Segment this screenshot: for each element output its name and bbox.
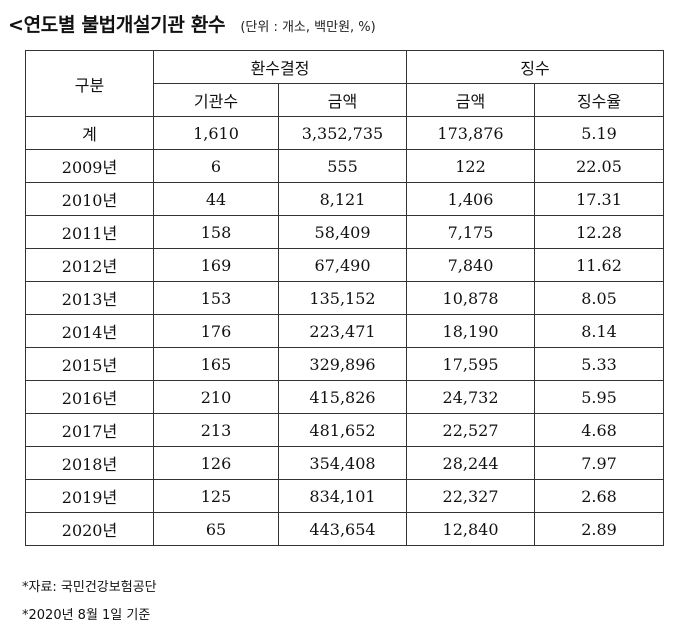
table-row: 2013년 153 135,152 10,878 8.05 bbox=[25, 281, 665, 315]
cell-decision-amount: 354,408 bbox=[277, 446, 408, 480]
cell-row-label: 2010년 bbox=[25, 182, 154, 216]
cell-collection-rate: 8.05 bbox=[534, 281, 665, 315]
cell-collection-amount: 24,732 bbox=[406, 380, 536, 414]
cell-row-label: 2020년 bbox=[25, 512, 154, 546]
cell-decision-amount: 443,654 bbox=[277, 512, 408, 546]
cell-decision-amount: 555 bbox=[277, 149, 408, 183]
unit-note: (단위 : 개소, 백만원, %) bbox=[240, 20, 376, 35]
cell-collection-rate: 8.14 bbox=[534, 314, 665, 348]
table-row-total: 계 1,610 3,352,735 173,876 5.19 bbox=[25, 116, 665, 150]
page-title: <연도별 불법개설기관 환수 bbox=[8, 14, 226, 36]
cell-institution-count: 213 bbox=[153, 413, 279, 447]
cell-collection-rate: 4.68 bbox=[534, 413, 665, 447]
cell-row-label: 2016년 bbox=[25, 380, 154, 414]
table-row: 2017년 213 481,652 22,527 4.68 bbox=[25, 413, 665, 447]
header-decision-amount: 금액 bbox=[277, 83, 408, 117]
cell-collection-amount: 22,527 bbox=[406, 413, 536, 447]
cell-row-label: 2014년 bbox=[25, 314, 154, 348]
cell-institution-count: 1,610 bbox=[153, 116, 279, 150]
cell-collection-rate: 5.19 bbox=[534, 116, 665, 150]
cell-institution-count: 126 bbox=[153, 446, 279, 480]
header-row-top: 구분 환수결정 징수 bbox=[25, 50, 665, 117]
table-row: 2015년 165 329,896 17,595 5.33 bbox=[25, 347, 665, 381]
cell-decision-amount: 223,471 bbox=[277, 314, 408, 348]
cell-institution-count: 169 bbox=[153, 248, 279, 282]
cell-row-label: 2015년 bbox=[25, 347, 154, 381]
cell-collection-rate: 11.62 bbox=[534, 248, 665, 282]
cell-row-label: 2019년 bbox=[25, 479, 154, 513]
cell-decision-amount: 8,121 bbox=[277, 182, 408, 216]
table-row: 2014년 176 223,471 18,190 8.14 bbox=[25, 314, 665, 348]
footnote-reference-date: *2020년 8월 1일 기준 bbox=[22, 608, 151, 623]
cell-row-label: 계 bbox=[25, 116, 154, 150]
cell-institution-count: 6 bbox=[153, 149, 279, 183]
header-institution-count: 기관수 bbox=[153, 83, 279, 117]
header-collection-amount: 금액 bbox=[406, 83, 536, 117]
table-row: 2016년 210 415,826 24,732 5.95 bbox=[25, 380, 665, 414]
table-row: 2012년 169 67,490 7,840 11.62 bbox=[25, 248, 665, 282]
cell-collection-amount: 1,406 bbox=[406, 182, 536, 216]
cell-institution-count: 44 bbox=[153, 182, 279, 216]
table-row: 2020년 65 443,654 12,840 2.89 bbox=[25, 512, 665, 546]
cell-row-label: 2013년 bbox=[25, 281, 154, 315]
table-body: 계 1,610 3,352,735 173,876 5.19 2009년 6 555 122 22… bbox=[25, 116, 665, 546]
cell-decision-amount: 3,352,735 bbox=[277, 116, 408, 150]
cell-collection-rate: 12.28 bbox=[534, 215, 665, 249]
cell-collection-amount: 22,327 bbox=[406, 479, 536, 513]
cell-decision-amount: 329,896 bbox=[277, 347, 408, 381]
cell-row-label: 2017년 bbox=[25, 413, 154, 447]
cell-decision-amount: 481,652 bbox=[277, 413, 408, 447]
cell-collection-rate: 5.33 bbox=[534, 347, 665, 381]
cell-decision-amount: 58,409 bbox=[277, 215, 408, 249]
cell-institution-count: 210 bbox=[153, 380, 279, 414]
cell-collection-amount: 10,878 bbox=[406, 281, 536, 315]
cell-institution-count: 158 bbox=[153, 215, 279, 249]
header-category: 구분 bbox=[25, 50, 154, 117]
table-row: 2011년 158 58,409 7,175 12.28 bbox=[25, 215, 665, 249]
cell-decision-amount: 135,152 bbox=[277, 281, 408, 315]
table-row: 2018년 126 354,408 28,244 7.97 bbox=[25, 446, 665, 480]
cell-row-label: 2011년 bbox=[25, 215, 154, 249]
cell-collection-rate: 7.97 bbox=[534, 446, 665, 480]
cell-collection-amount: 12,840 bbox=[406, 512, 536, 546]
cell-collection-rate: 2.68 bbox=[534, 479, 665, 513]
data-table: 구분 환수결정 징수 기관수 금액 금액 징수율 계 1,610 3,352,735… bbox=[25, 50, 665, 546]
cell-collection-rate: 2.89 bbox=[534, 512, 665, 546]
cell-institution-count: 65 bbox=[153, 512, 279, 546]
header-group-collection: 징수 bbox=[406, 50, 665, 84]
table-row: 2019년 125 834,101 22,327 2.68 bbox=[25, 479, 665, 513]
cell-institution-count: 153 bbox=[153, 281, 279, 315]
cell-institution-count: 176 bbox=[153, 314, 279, 348]
footnote-source: *자료: 국민건강보험공단 bbox=[22, 580, 157, 595]
cell-collection-rate: 17.31 bbox=[534, 182, 665, 216]
cell-row-label: 2012년 bbox=[25, 248, 154, 282]
cell-collection-amount: 7,175 bbox=[406, 215, 536, 249]
title-row: <연도별 불법개설기관 환수 (단위 : 개소, 백만원, %) bbox=[8, 10, 376, 37]
header-group-recovery-decision: 환수결정 bbox=[152, 50, 408, 84]
cell-collection-amount: 173,876 bbox=[406, 116, 536, 150]
table-row: 2009년 6 555 122 22.05 bbox=[25, 149, 665, 183]
header-collection-rate: 징수율 bbox=[534, 83, 665, 117]
cell-decision-amount: 415,826 bbox=[277, 380, 408, 414]
cell-row-label: 2009년 bbox=[25, 149, 154, 183]
cell-row-label: 2018년 bbox=[25, 446, 154, 480]
cell-collection-amount: 17,595 bbox=[406, 347, 536, 381]
table-row: 2010년 44 8,121 1,406 17.31 bbox=[25, 182, 665, 216]
cell-institution-count: 165 bbox=[153, 347, 279, 381]
cell-institution-count: 125 bbox=[153, 479, 279, 513]
cell-collection-amount: 122 bbox=[406, 149, 536, 183]
cell-collection-amount: 28,244 bbox=[406, 446, 536, 480]
cell-decision-amount: 67,490 bbox=[277, 248, 408, 282]
cell-collection-rate: 5.95 bbox=[534, 380, 665, 414]
cell-collection-amount: 7,840 bbox=[406, 248, 536, 282]
cell-collection-amount: 18,190 bbox=[406, 314, 536, 348]
header-row-sub: 기관수 금액 금액 징수율 bbox=[26, 83, 665, 117]
cell-decision-amount: 834,101 bbox=[277, 479, 408, 513]
cell-collection-rate: 22.05 bbox=[534, 149, 665, 183]
